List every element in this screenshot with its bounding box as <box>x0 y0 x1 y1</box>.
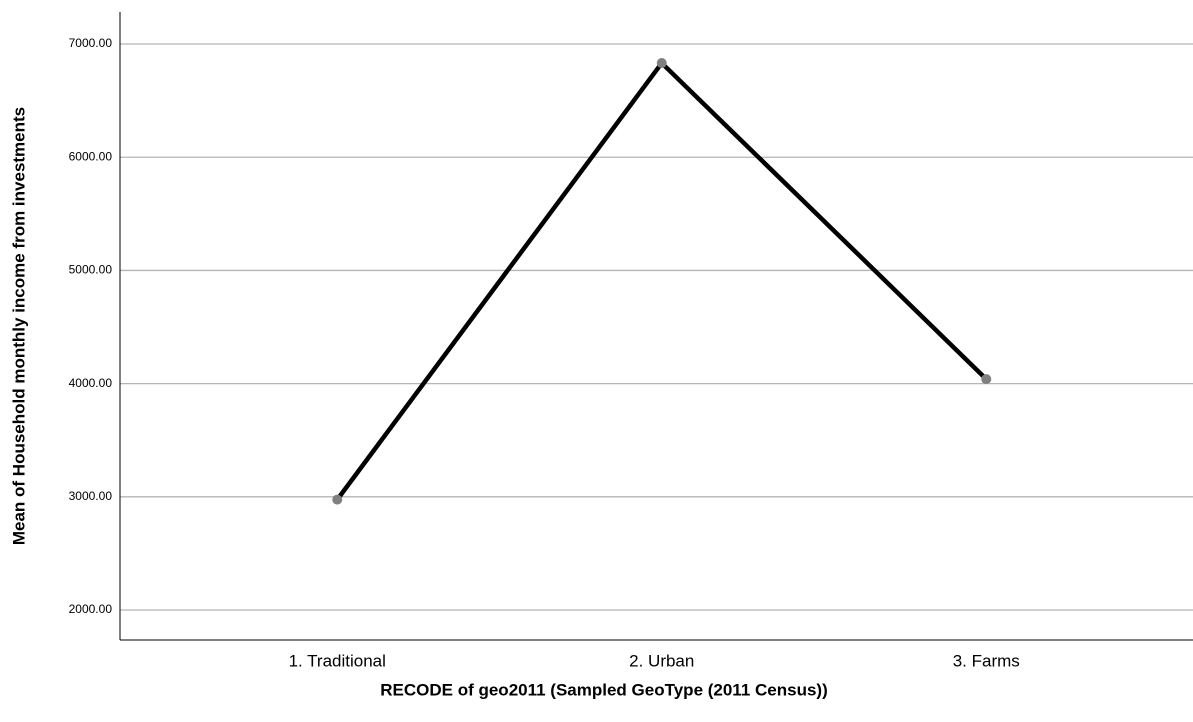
x-tick-label: 3. Farms <box>953 651 1020 670</box>
x-axis-title: RECODE of geo2011 (Sampled GeoType (2011… <box>380 680 828 699</box>
y-tick-label: 2000.00 <box>69 602 113 616</box>
y-tick-label: 5000.00 <box>69 263 113 277</box>
y-tick-label: 4000.00 <box>69 376 113 390</box>
x-tick-label: 2. Urban <box>629 651 694 670</box>
y-tick-label: 3000.00 <box>69 489 113 503</box>
marker <box>981 374 992 385</box>
x-tick-label: 1. Traditional <box>289 651 386 670</box>
line <box>335 60 988 501</box>
grid <box>120 43 1193 611</box>
marker <box>332 494 343 505</box>
y-tick-label: 6000.00 <box>69 149 113 163</box>
y-axis-title: Mean of Household monthly income from in… <box>9 107 28 545</box>
marker <box>656 58 667 69</box>
y-tick-label: 7000.00 <box>69 36 113 50</box>
